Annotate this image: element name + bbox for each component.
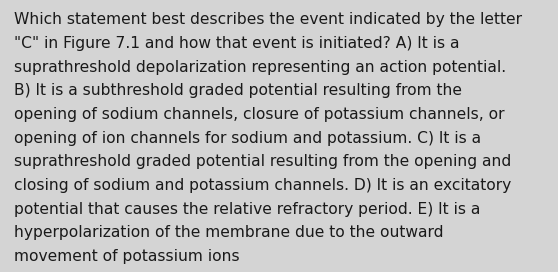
Text: Which statement best describes the event indicated by the letter: Which statement best describes the event… [14,12,522,27]
Text: suprathreshold graded potential resulting from the opening and: suprathreshold graded potential resultin… [14,154,511,169]
Text: movement of potassium ions: movement of potassium ions [14,249,239,264]
Text: opening of sodium channels, closure of potassium channels, or: opening of sodium channels, closure of p… [14,107,504,122]
Text: suprathreshold depolarization representing an action potential.: suprathreshold depolarization representi… [14,60,506,75]
Text: potential that causes the relative refractory period. E) It is a: potential that causes the relative refra… [14,202,480,217]
Text: opening of ion channels for sodium and potassium. C) It is a: opening of ion channels for sodium and p… [14,131,481,146]
Text: "C" in Figure 7.1 and how that event is initiated? A) It is a: "C" in Figure 7.1 and how that event is … [14,36,459,51]
Text: B) It is a subthreshold graded potential resulting from the: B) It is a subthreshold graded potential… [14,83,462,98]
Text: closing of sodium and potassium channels. D) It is an excitatory: closing of sodium and potassium channels… [14,178,511,193]
Text: hyperpolarization of the membrane due to the outward: hyperpolarization of the membrane due to… [14,225,444,240]
